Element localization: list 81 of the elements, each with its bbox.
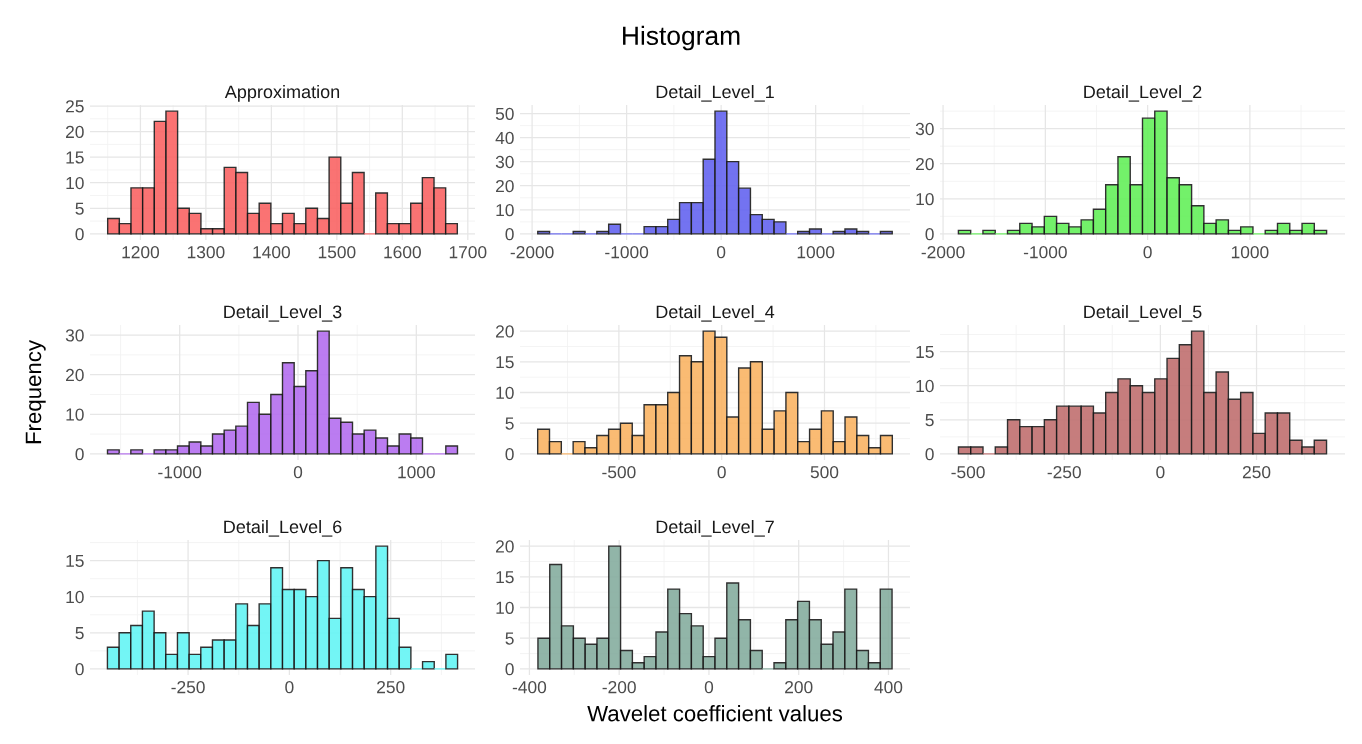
- y-tick-label: 15: [496, 571, 514, 584]
- y-tick-label: 20: [66, 125, 84, 139]
- y-tick-label: 10: [496, 601, 514, 614]
- x-tick-label: 1500: [318, 246, 356, 259]
- y-tick-label: 0: [505, 663, 514, 676]
- y-tick-label: 10: [496, 386, 514, 399]
- x-tick-label: -250: [1047, 466, 1081, 479]
- y-tick-label: 15: [496, 356, 514, 369]
- x-tick-label: 1000: [1231, 246, 1269, 259]
- y-tick-label: 10: [916, 379, 934, 393]
- y-tick-label: 0: [75, 228, 84, 241]
- y-tick-label: 10: [496, 203, 514, 217]
- y-tick-label: 0: [75, 663, 84, 676]
- chart-title: Detail_Level_3: [224, 304, 342, 322]
- x-tick-label: -1000: [158, 466, 202, 479]
- y-tick-label: 5: [75, 627, 84, 640]
- x-tick-label: -200: [602, 681, 636, 694]
- x-tick-label: 250: [377, 681, 405, 694]
- y-tick-label: 15: [66, 151, 84, 164]
- y-tick-label: 5: [505, 417, 514, 430]
- y-tick-label: 15: [916, 345, 934, 359]
- chart-title: Detail_Level_1: [656, 84, 774, 102]
- y-tick-label: 20: [496, 179, 514, 193]
- y-tick-label: 10: [66, 176, 84, 190]
- y-tick-label: 20: [496, 540, 514, 553]
- x-tick-label: 500: [810, 466, 839, 479]
- y-tick-label: 30: [495, 155, 514, 169]
- y-tick-label: 0: [505, 228, 514, 241]
- chart-title: Detail_Level_2: [1084, 84, 1202, 102]
- y-tick-label: 0: [925, 448, 934, 461]
- y-tick-label: 0: [75, 448, 84, 461]
- x-tick-label: -1000: [1023, 246, 1067, 259]
- y-axis-title: Frequency: [25, 340, 46, 444]
- chart-title: Detail_Level_7: [656, 519, 774, 537]
- x-tick-label: 0: [293, 466, 303, 479]
- y-tick-label: 30: [65, 329, 84, 342]
- y-tick-label: 5: [925, 414, 934, 427]
- y-tick-label: 15: [66, 554, 84, 568]
- chart-title: Detail_Level_6: [224, 519, 342, 537]
- x-tick-label: 1700: [449, 246, 487, 259]
- y-tick-label: 20: [916, 157, 934, 171]
- x-tick-label: 0: [1143, 246, 1152, 259]
- x-tick-label: -2000: [510, 246, 554, 259]
- y-tick-label: 10: [66, 408, 84, 421]
- chart-title: Approximation: [224, 84, 340, 102]
- x-tick-label: 1400: [253, 246, 290, 259]
- x-tick-label: 250: [1242, 466, 1271, 479]
- x-tick-label: 400: [874, 681, 903, 694]
- x-tick-label: 0: [1156, 466, 1165, 479]
- x-tick-label: -250: [171, 681, 205, 694]
- x-tick-label: 1600: [384, 246, 421, 259]
- x-tick-label: 200: [785, 681, 813, 694]
- x-tick-label: 0: [717, 466, 726, 479]
- y-tick-label: 40: [495, 131, 514, 145]
- x-tick-label: -400: [512, 681, 547, 694]
- y-tick-label: 0: [925, 228, 934, 241]
- x-axis-title: Wavelet coefficient values: [587, 705, 843, 722]
- chart-title: Detail_Level_5: [1084, 304, 1202, 322]
- y-tick-label: 50: [495, 107, 514, 120]
- chart-title: Detail_Level_4: [656, 304, 775, 322]
- y-tick-label: 10: [916, 192, 934, 206]
- y-tick-label: 0: [505, 448, 514, 461]
- x-tick-label: 0: [716, 246, 726, 259]
- y-tick-label: 5: [505, 632, 514, 645]
- y-tick-label: 20: [496, 325, 514, 338]
- y-tick-label: 10: [66, 590, 84, 604]
- x-tick-label: -1000: [605, 246, 649, 259]
- text: Histogram: [623, 25, 740, 51]
- x-tick-label: 1000: [398, 466, 435, 479]
- x-tick-label: 0: [285, 681, 294, 694]
- y-tick-label: 20: [66, 368, 84, 382]
- y-tick-label: 5: [75, 202, 84, 215]
- y-tick-label: 30: [915, 122, 934, 136]
- x-tick-label: -500: [602, 466, 636, 479]
- y-tick-label: 25: [66, 100, 84, 113]
- x-tick-label: -500: [951, 466, 985, 479]
- x-tick-label: 1000: [797, 246, 835, 259]
- x-tick-label: 0: [704, 681, 714, 694]
- x-tick-label: 1300: [187, 246, 225, 259]
- x-tick-label: -2000: [921, 246, 965, 259]
- x-tick-label: 1200: [122, 246, 160, 259]
